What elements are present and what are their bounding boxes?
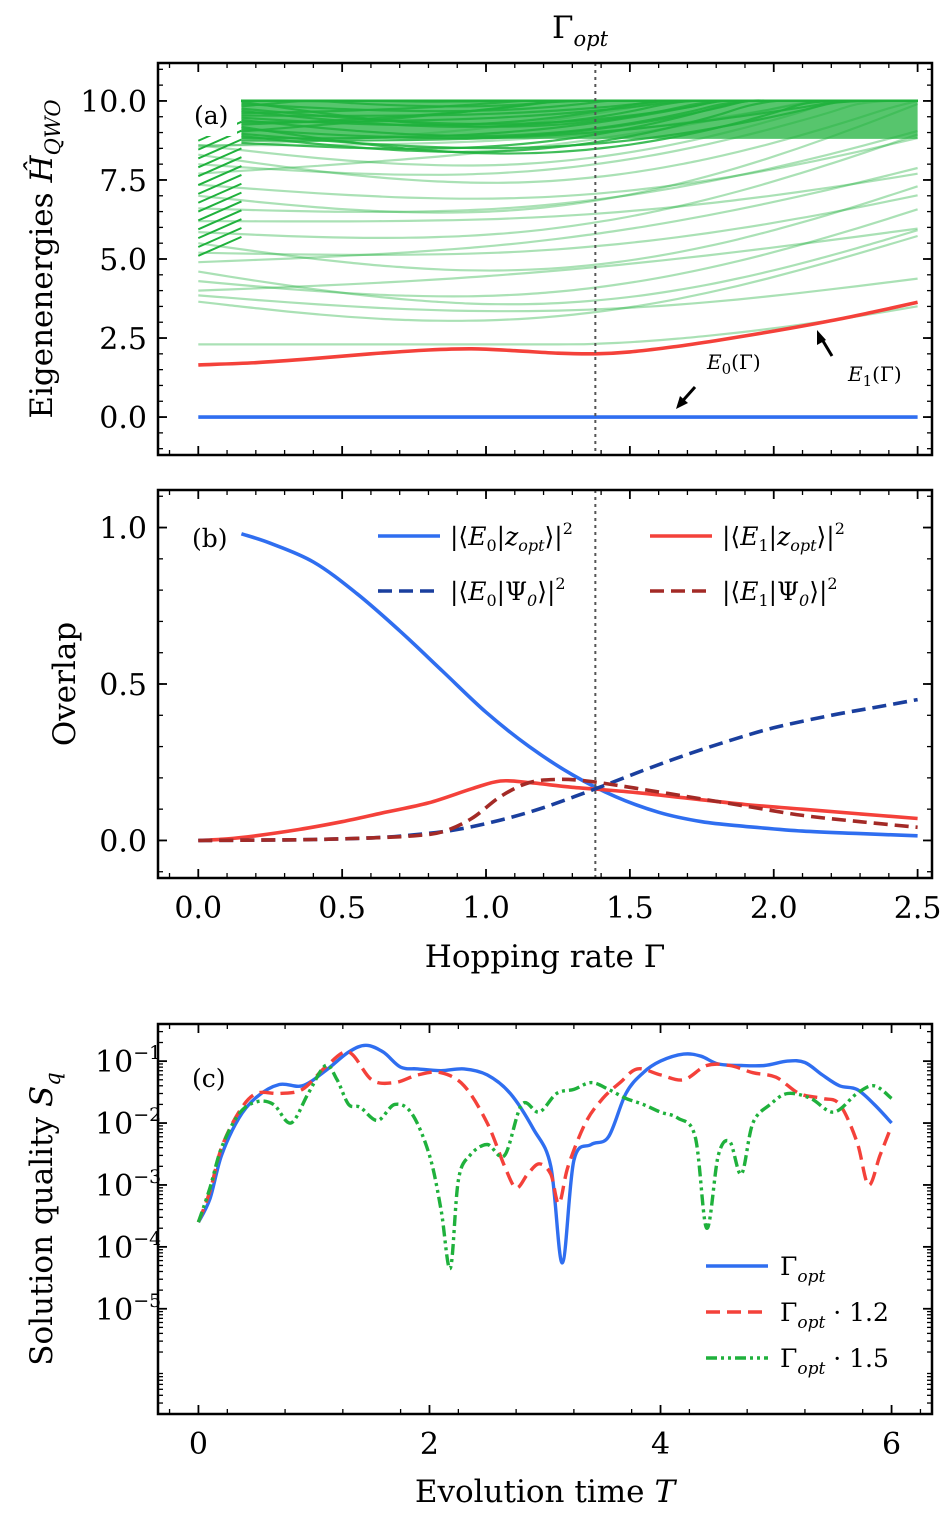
panel-a-ytick-label: 2.5 bbox=[99, 322, 147, 357]
higher-eigenenergy-line bbox=[198, 136, 918, 200]
eigenenergy-start-segment bbox=[197, 138, 242, 160]
panel-c-ytick-label: 10−1 bbox=[95, 1042, 161, 1080]
eigenenergy-start-segment bbox=[197, 165, 242, 186]
annotation-e1: E1(Γ) bbox=[847, 362, 902, 390]
overlap-e0-zopt-line bbox=[240, 532, 918, 838]
panel-b-ytick-label: 1.0 bbox=[99, 512, 147, 547]
panel-b-xtick-label: 0.5 bbox=[318, 891, 366, 926]
panel-c-ytick-label: 10−5 bbox=[95, 1290, 161, 1328]
higher-eigenenergy-line bbox=[198, 129, 918, 214]
eigenenergy-start-segment bbox=[197, 182, 242, 204]
legend-entry-overlap-e1-zopt-line: |⟨E1|zopt⟩|2 bbox=[722, 519, 845, 555]
eigenenergy-start-segment bbox=[197, 173, 242, 195]
panel-c-legend: Γopt Γopt · 1.2 Γopt · 1.5 bbox=[706, 1252, 889, 1379]
eigenenergy-start-segment bbox=[197, 191, 242, 213]
arrowhead-e0-icon bbox=[676, 396, 688, 409]
panel-c-xtick-label: 2 bbox=[420, 1427, 439, 1462]
overlap-e1-psi0-line bbox=[198, 777, 918, 843]
panel-b-legend: |⟨E0|zopt⟩|2 |⟨E1|zopt⟩|2 |⟨E0|Ψ0⟩|2 |⟨E1|Ψ… bbox=[378, 519, 845, 610]
eigenenergy-start-segment bbox=[197, 156, 242, 178]
panel-a-ylabel: EigenenergiesĤQWO bbox=[22, 99, 65, 418]
panel-c-ytick-label: 10−4 bbox=[95, 1228, 161, 1266]
higher-eigenenergy-line bbox=[198, 102, 919, 214]
higher-eigenenergy-line bbox=[198, 227, 918, 292]
panel-b-ytick-label: 0.5 bbox=[99, 668, 147, 703]
panel-c-frame bbox=[156, 1022, 934, 1416]
higher-eigenenergy-line bbox=[198, 194, 918, 257]
gamma-opt-top-label: Γopt bbox=[552, 10, 609, 51]
quality-gamma-opt-1-5-line bbox=[196, 1063, 893, 1271]
panel-c-xlabel: Evolution time T bbox=[415, 1474, 678, 1510]
panel-a-label-bg bbox=[189, 92, 237, 136]
higher-eigenenergy-line bbox=[198, 185, 918, 272]
panel-c-ylabel: Solution qualitySq bbox=[24, 1072, 65, 1365]
panel-c-ytick-label: 10−2 bbox=[95, 1104, 161, 1142]
legend-entry-quality-gamma-opt-1-5-line: Γopt · 1.5 bbox=[780, 1344, 889, 1379]
e1-line bbox=[198, 300, 918, 367]
panel-b-xtick-label: 1.5 bbox=[606, 891, 654, 926]
panel-c-xtick-label: 6 bbox=[882, 1427, 901, 1462]
panel-c-solution-quality: 10−1 10−2 10−3 10−4 10−5 0 2 4 6 (c) Solution qu… bbox=[24, 1022, 934, 1510]
annotation-e0: E0(Γ) bbox=[706, 350, 761, 378]
panel-b-xtick-label: 2.5 bbox=[894, 891, 942, 926]
panel-c-xtick-label: 4 bbox=[651, 1427, 670, 1462]
panel-a-label: (a) bbox=[194, 101, 228, 130]
panel-b-xtick-label: 2.0 bbox=[750, 891, 798, 926]
panel-a-ytick-label: 7.5 bbox=[99, 164, 147, 199]
panel-c-ytick-label: 10−3 bbox=[95, 1166, 161, 1204]
legend-entry-overlap-e0-zopt-line: |⟨E0|zopt⟩|2 bbox=[450, 519, 573, 555]
eigenenergy-start-segment bbox=[197, 227, 242, 248]
quality-gamma-opt-line bbox=[196, 1043, 893, 1265]
eigenenergy-start-segment bbox=[197, 200, 242, 222]
higher-eigenenergy-line bbox=[198, 208, 918, 298]
higher-eigenenergy-line bbox=[198, 277, 918, 313]
legend-entry-quality-gamma-opt-line: Γopt bbox=[780, 1252, 825, 1287]
dense-eigenenergy-cap bbox=[241, 100, 918, 139]
panel-a-ytick-label: 5.0 bbox=[99, 243, 147, 278]
panel-b-xtick-label: 0.0 bbox=[174, 891, 222, 926]
legend-entry-quality-gamma-opt-1-2-line: Γopt · 1.2 bbox=[780, 1298, 889, 1333]
panel-a-ytick-label: 10.0 bbox=[80, 85, 147, 120]
eigenenergy-start-segment bbox=[197, 209, 242, 231]
panel-b-ylabel: Overlap bbox=[47, 622, 83, 746]
overlap-e1-zopt-line bbox=[198, 778, 918, 843]
panel-c-xtick-label: 0 bbox=[189, 1427, 208, 1462]
higher-eigenenergy-line bbox=[198, 133, 918, 240]
panel-b-ytick-label: 0.0 bbox=[99, 824, 147, 859]
legend-entry-overlap-e0-psi0-line: |⟨E0|Ψ0⟩|2 bbox=[450, 574, 566, 610]
panel-b-label: (b) bbox=[192, 524, 228, 553]
legend-entry-overlap-e1-psi0-line: |⟨E1|Ψ0⟩|2 bbox=[722, 574, 838, 610]
eigenenergy-start-segment bbox=[197, 235, 242, 257]
eigenenergy-start-segment bbox=[197, 218, 242, 240]
panel-b-frame bbox=[156, 488, 934, 880]
arrowhead-e1-icon bbox=[817, 330, 826, 345]
higher-eigenenergy-line bbox=[198, 172, 918, 223]
higher-eigenenergy-band bbox=[197, 99, 919, 346]
panel-b-xlabel: Hopping rate Γ bbox=[425, 939, 665, 975]
panel-b-xtick-label: 1.0 bbox=[462, 891, 510, 926]
panel-a-ytick-label: 0.0 bbox=[99, 401, 147, 436]
higher-eigenenergy-line bbox=[198, 229, 918, 306]
overlap-e0-psi0-line bbox=[198, 697, 918, 843]
quality-gamma-opt-1-2-line bbox=[196, 1050, 894, 1223]
panel-b-overlap: 0.00.51.00.0 0.5 1.0 1.5 2.0 2.5 (b) Overlap … bbox=[47, 488, 942, 975]
higher-eigenenergy-line bbox=[198, 234, 918, 322]
panel-a-frame bbox=[156, 61, 934, 457]
panel-c-label: (c) bbox=[192, 1064, 226, 1093]
higher-eigenenergy-line bbox=[198, 166, 918, 264]
eigenenergy-start-segment bbox=[197, 147, 242, 169]
panel-a-eigenenergies: 0.0 2.5 5.0 7.5 10.0 (a) EigenenergiesĤQWO E… bbox=[22, 61, 934, 457]
